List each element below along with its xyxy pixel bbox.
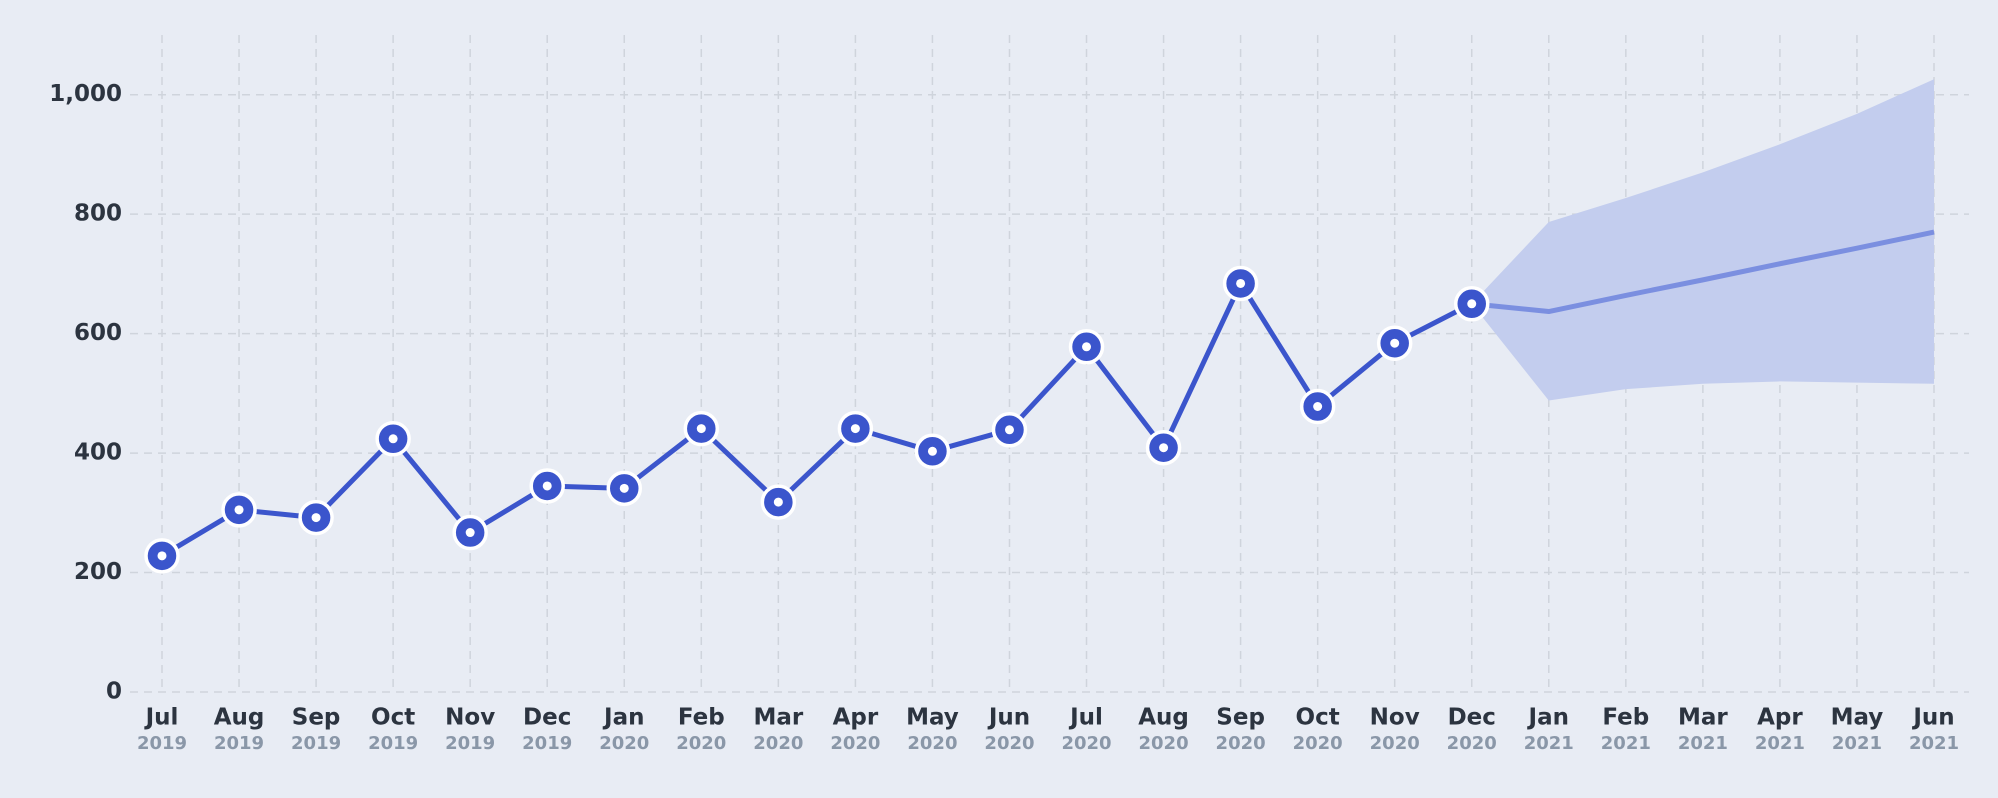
- data-point-dot: [927, 446, 937, 456]
- data-point-dot: [1467, 299, 1477, 309]
- x-tick-label: Jun: [1911, 705, 1954, 731]
- x-tick-label: Jan: [602, 705, 644, 731]
- data-point-dot: [850, 424, 860, 434]
- x-tick-year: 2020: [984, 733, 1034, 754]
- forecast-band: [1471, 79, 1934, 401]
- y-tick-label: 0: [106, 679, 122, 705]
- data-point-dot: [773, 497, 783, 507]
- x-tick-year: 2020: [1216, 733, 1266, 754]
- data-point-dot: [619, 483, 629, 493]
- x-tick-year: 2019: [445, 733, 495, 754]
- x-tick-label: Apr: [1757, 705, 1803, 731]
- x-tick-year: 2020: [1447, 733, 1497, 754]
- y-tick-label: 600: [74, 320, 122, 346]
- data-point-dot: [542, 481, 552, 491]
- data-point-dot: [465, 528, 475, 538]
- x-tick-year: 2020: [830, 733, 880, 754]
- y-tick-label: 200: [74, 559, 122, 585]
- x-tick-year: 2021: [1678, 733, 1728, 754]
- x-tick-year: 2021: [1755, 733, 1805, 754]
- x-tick-year: 2020: [753, 733, 803, 754]
- x-tick-year: 2021: [1909, 733, 1959, 754]
- x-tick-label: Dec: [1448, 705, 1496, 731]
- x-tick-label: May: [906, 705, 959, 731]
- data-point-dot: [1236, 278, 1246, 288]
- data-point-dot: [234, 505, 244, 515]
- x-tick-year: 2020: [1139, 733, 1189, 754]
- x-tick-year: 2019: [137, 733, 187, 754]
- data-point-dot: [1082, 342, 1092, 352]
- x-tick-label: Feb: [678, 705, 725, 731]
- data-point-dot: [388, 434, 398, 444]
- data-point-dot: [696, 424, 706, 434]
- x-tick-label: Nov: [445, 705, 495, 731]
- x-tick-label: May: [1831, 705, 1884, 731]
- data-point-dot: [157, 551, 167, 561]
- x-tick-label: Jul: [1068, 705, 1103, 731]
- x-tick-year: 2020: [1370, 733, 1420, 754]
- data-point-dot: [1159, 443, 1169, 453]
- series-line: [1471, 229, 1935, 315]
- x-tick-label: Sep: [1216, 705, 1265, 731]
- x-tick-label: Mar: [753, 705, 803, 731]
- x-tick-label: Nov: [1370, 705, 1420, 731]
- data-point-dot: [1313, 402, 1323, 412]
- y-tick-label: 800: [74, 201, 122, 227]
- x-tick-year: 2019: [368, 733, 418, 754]
- x-tick-year: 2020: [599, 733, 649, 754]
- x-tick-label: Oct: [371, 705, 415, 731]
- y-tick-label: 400: [74, 440, 122, 466]
- x-tick-year: 2021: [1832, 733, 1882, 754]
- x-tick-year: 2021: [1601, 733, 1651, 754]
- x-tick-label: Aug: [1138, 705, 1189, 731]
- x-tick-label: Jun: [987, 705, 1030, 731]
- x-tick-year: 2019: [522, 733, 572, 754]
- data-point-dot: [1004, 425, 1014, 435]
- x-tick-year: 2019: [291, 733, 341, 754]
- x-tick-year: 2020: [1293, 733, 1343, 754]
- x-tick-label: Mar: [1678, 705, 1728, 731]
- x-tick-label: Oct: [1296, 705, 1340, 731]
- y-tick-label: 1,000: [49, 81, 122, 107]
- x-tick-year: 2021: [1524, 733, 1574, 754]
- x-tick-label: Sep: [292, 705, 341, 731]
- series-line: [160, 280, 1473, 558]
- x-tick-label: Dec: [523, 705, 571, 731]
- x-tick-year: 2020: [907, 733, 957, 754]
- data-point-dot: [311, 513, 321, 523]
- x-tick-year: 2020: [1061, 733, 1111, 754]
- x-tick-label: Aug: [214, 705, 265, 731]
- x-tick-label: Jan: [1527, 705, 1569, 731]
- x-tick-year: 2019: [214, 733, 264, 754]
- data-point-dot: [1390, 338, 1400, 348]
- x-tick-label: Feb: [1602, 705, 1649, 731]
- x-tick-label: Jul: [144, 705, 179, 731]
- x-tick-year: 2020: [676, 733, 726, 754]
- x-tick-label: Apr: [833, 705, 879, 731]
